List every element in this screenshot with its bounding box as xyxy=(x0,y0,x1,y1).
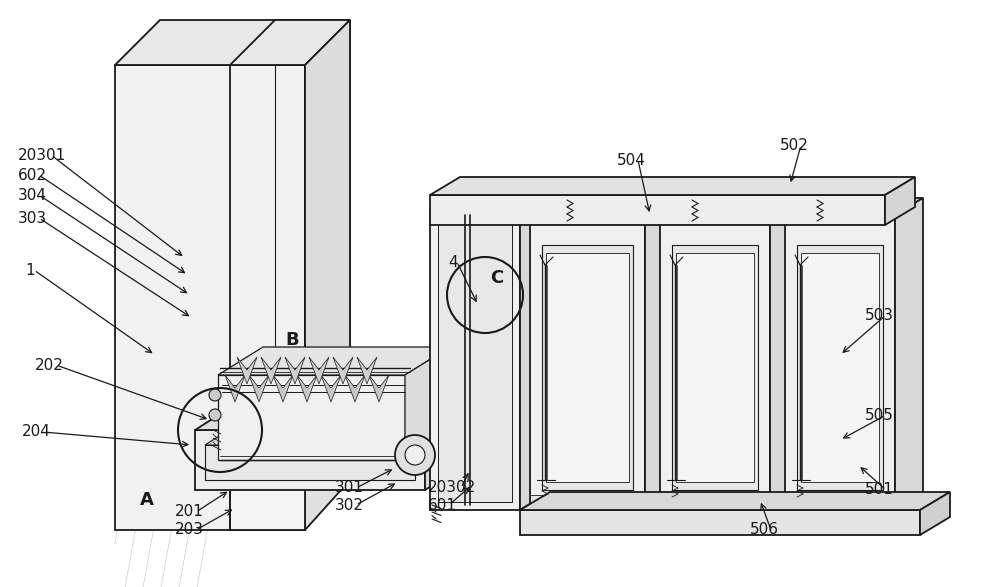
Polygon shape xyxy=(357,357,377,384)
Polygon shape xyxy=(660,495,770,510)
Text: B: B xyxy=(285,331,299,349)
Polygon shape xyxy=(405,347,450,460)
Text: 601: 601 xyxy=(428,498,457,512)
Text: C: C xyxy=(490,269,503,287)
Polygon shape xyxy=(801,253,879,482)
Polygon shape xyxy=(676,253,754,482)
Text: 204: 204 xyxy=(22,424,51,440)
Polygon shape xyxy=(297,375,317,402)
Text: 302: 302 xyxy=(335,498,364,512)
Polygon shape xyxy=(672,245,758,490)
Polygon shape xyxy=(115,65,305,530)
Text: 303: 303 xyxy=(18,211,47,225)
Text: 203: 203 xyxy=(175,522,204,538)
Polygon shape xyxy=(542,245,633,490)
Polygon shape xyxy=(369,375,389,402)
Polygon shape xyxy=(333,357,353,384)
Polygon shape xyxy=(425,395,480,490)
Text: 304: 304 xyxy=(18,187,47,203)
Text: 501: 501 xyxy=(865,483,894,498)
Polygon shape xyxy=(115,20,350,65)
Polygon shape xyxy=(520,510,920,535)
Polygon shape xyxy=(530,215,645,510)
Polygon shape xyxy=(273,375,293,402)
Polygon shape xyxy=(895,198,923,510)
Polygon shape xyxy=(645,198,673,510)
Polygon shape xyxy=(785,495,895,510)
Polygon shape xyxy=(660,198,798,215)
Polygon shape xyxy=(785,198,923,215)
Polygon shape xyxy=(321,375,341,402)
Text: 1: 1 xyxy=(25,262,35,278)
Polygon shape xyxy=(205,417,459,445)
Text: 301: 301 xyxy=(335,481,364,495)
Polygon shape xyxy=(920,492,950,535)
Polygon shape xyxy=(770,198,798,510)
Text: 502: 502 xyxy=(780,137,809,153)
Polygon shape xyxy=(305,20,350,530)
Polygon shape xyxy=(520,188,555,510)
Text: 20301: 20301 xyxy=(18,147,66,163)
Polygon shape xyxy=(285,357,305,384)
Text: 503: 503 xyxy=(865,308,894,322)
Text: 201: 201 xyxy=(175,504,204,519)
Text: A: A xyxy=(140,491,154,509)
Text: 505: 505 xyxy=(865,407,894,423)
Polygon shape xyxy=(249,375,269,402)
Text: 506: 506 xyxy=(750,522,779,538)
Circle shape xyxy=(395,435,435,475)
Polygon shape xyxy=(230,370,305,530)
Polygon shape xyxy=(195,430,425,490)
Polygon shape xyxy=(195,395,480,430)
Polygon shape xyxy=(530,198,673,215)
Polygon shape xyxy=(520,492,950,510)
Polygon shape xyxy=(305,20,350,370)
Polygon shape xyxy=(797,245,883,490)
Polygon shape xyxy=(430,188,555,210)
Polygon shape xyxy=(546,253,629,482)
Circle shape xyxy=(405,445,425,465)
Polygon shape xyxy=(438,218,512,502)
Polygon shape xyxy=(885,177,915,225)
Text: 202: 202 xyxy=(35,357,64,373)
Polygon shape xyxy=(430,195,885,225)
Polygon shape xyxy=(205,445,415,480)
Polygon shape xyxy=(430,177,915,195)
Text: 602: 602 xyxy=(18,167,47,183)
Polygon shape xyxy=(785,215,895,510)
Polygon shape xyxy=(261,357,281,384)
Polygon shape xyxy=(225,375,245,402)
Polygon shape xyxy=(660,215,770,510)
Polygon shape xyxy=(309,357,329,384)
Polygon shape xyxy=(430,210,520,510)
Text: 20302: 20302 xyxy=(428,481,476,495)
Circle shape xyxy=(209,389,221,401)
Circle shape xyxy=(209,409,221,421)
Polygon shape xyxy=(237,357,257,384)
Polygon shape xyxy=(218,347,450,375)
Text: 504: 504 xyxy=(617,153,646,167)
Polygon shape xyxy=(218,375,405,460)
Polygon shape xyxy=(230,20,350,65)
Polygon shape xyxy=(530,495,645,510)
Text: 4: 4 xyxy=(448,255,458,269)
Polygon shape xyxy=(345,375,365,402)
